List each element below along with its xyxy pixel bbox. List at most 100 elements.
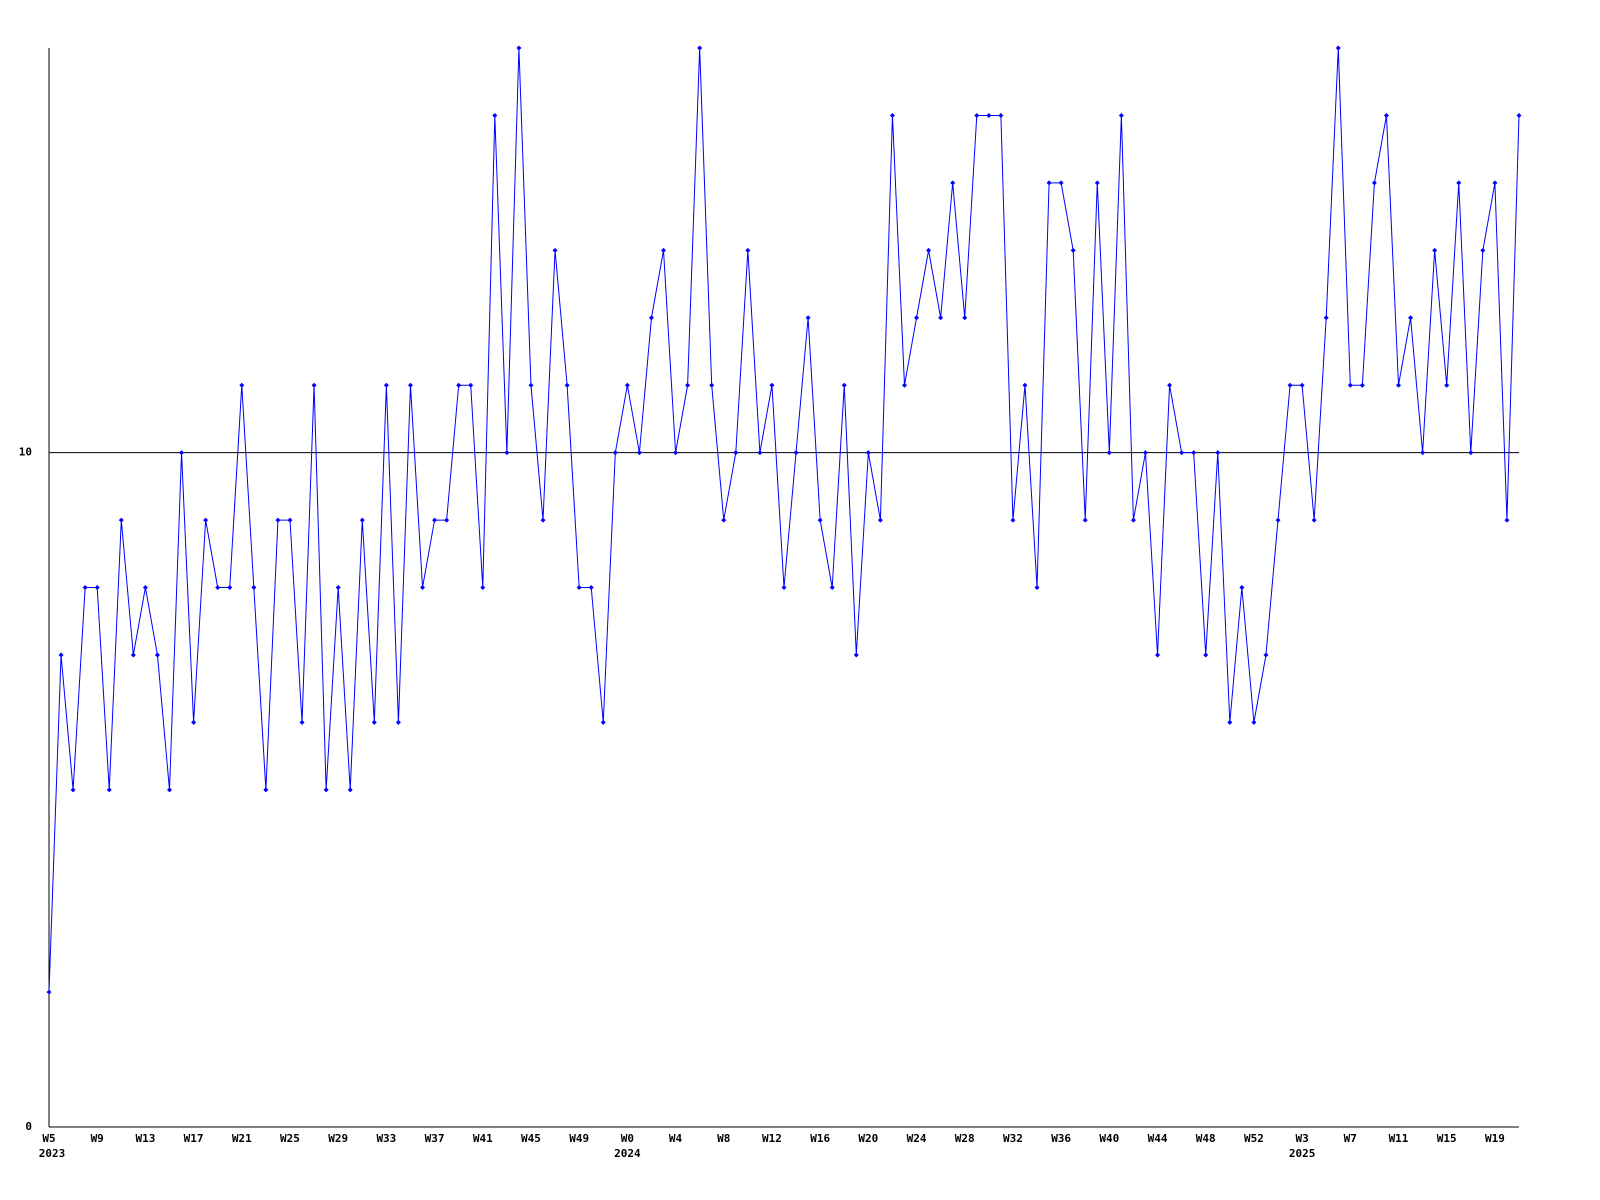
point-marker bbox=[1299, 382, 1305, 388]
point-marker bbox=[721, 517, 727, 523]
point-marker bbox=[1227, 719, 1233, 725]
point-marker bbox=[287, 517, 293, 523]
x-tick-label: W8 bbox=[717, 1132, 730, 1145]
point-marker bbox=[1359, 382, 1365, 388]
point-marker bbox=[757, 450, 763, 456]
point-marker bbox=[1142, 450, 1148, 456]
x-tick-label: W3 bbox=[1295, 1132, 1308, 1145]
point-marker bbox=[395, 719, 401, 725]
point-marker bbox=[1347, 382, 1353, 388]
point-marker bbox=[323, 787, 329, 793]
point-marker bbox=[106, 787, 112, 793]
x-tick-label: W0 bbox=[621, 1132, 634, 1145]
x-tick-label: W20 bbox=[858, 1132, 878, 1145]
point-marker bbox=[203, 517, 209, 523]
point-marker bbox=[1456, 180, 1462, 186]
point-marker bbox=[1492, 180, 1498, 186]
point-marker bbox=[853, 652, 859, 658]
point-marker bbox=[444, 517, 450, 523]
point-marker bbox=[914, 315, 920, 321]
x-tick-label: W36 bbox=[1051, 1132, 1071, 1145]
point-marker bbox=[636, 450, 642, 456]
point-marker bbox=[347, 787, 353, 793]
point-marker bbox=[1191, 450, 1197, 456]
point-marker bbox=[624, 382, 630, 388]
point-marker bbox=[926, 247, 932, 253]
point-marker bbox=[1371, 180, 1377, 186]
x-tick-label: W48 bbox=[1196, 1132, 1216, 1145]
point-marker bbox=[889, 112, 895, 118]
point-marker bbox=[612, 450, 618, 456]
point-marker bbox=[781, 585, 787, 590]
x-year-label: 2023 bbox=[39, 1147, 66, 1160]
point-marker bbox=[335, 585, 341, 590]
x-tick-label: W21 bbox=[232, 1132, 252, 1145]
point-marker bbox=[673, 450, 679, 456]
point-marker bbox=[1022, 382, 1028, 388]
point-marker bbox=[528, 382, 534, 388]
x-tick-label: W5 bbox=[42, 1132, 55, 1145]
point-marker bbox=[275, 517, 281, 523]
x-tick-label: W15 bbox=[1437, 1132, 1457, 1145]
point-marker bbox=[1155, 652, 1161, 658]
point-marker bbox=[600, 719, 606, 725]
point-marker bbox=[805, 315, 811, 321]
x-tick-label: W11 bbox=[1389, 1132, 1409, 1145]
point-marker bbox=[865, 450, 871, 456]
point-marker bbox=[1179, 450, 1185, 456]
y-tick-label: 0 bbox=[25, 1120, 32, 1133]
point-marker bbox=[745, 247, 751, 253]
point-marker bbox=[950, 180, 956, 186]
point-marker bbox=[1070, 247, 1076, 253]
x-tick-label: W33 bbox=[376, 1132, 396, 1145]
point-marker bbox=[1504, 517, 1510, 523]
point-marker bbox=[697, 45, 703, 51]
point-marker bbox=[1094, 180, 1100, 186]
point-marker bbox=[829, 585, 835, 590]
point-marker bbox=[58, 652, 64, 658]
point-marker bbox=[432, 517, 438, 523]
point-marker bbox=[1010, 517, 1016, 523]
point-marker bbox=[962, 315, 968, 321]
point-marker bbox=[239, 382, 245, 388]
x-tick-label: W12 bbox=[762, 1132, 782, 1145]
x-tick-label: W52 bbox=[1244, 1132, 1264, 1145]
point-marker bbox=[648, 315, 654, 321]
point-marker bbox=[407, 382, 413, 388]
point-marker bbox=[1106, 450, 1112, 456]
x-tick-label: W13 bbox=[135, 1132, 155, 1145]
point-marker bbox=[1432, 247, 1438, 253]
point-marker bbox=[215, 585, 221, 590]
point-marker bbox=[46, 989, 52, 995]
x-tick-label: W24 bbox=[907, 1132, 927, 1145]
x-tick-label: W25 bbox=[280, 1132, 300, 1145]
point-marker bbox=[1468, 450, 1474, 456]
point-marker bbox=[420, 585, 426, 590]
point-marker bbox=[371, 719, 377, 725]
point-marker bbox=[564, 382, 570, 388]
point-marker bbox=[1034, 585, 1040, 590]
x-tick-label: W29 bbox=[328, 1132, 348, 1145]
point-marker bbox=[1239, 585, 1245, 590]
point-marker bbox=[191, 719, 197, 725]
point-marker bbox=[82, 585, 88, 590]
y-tick-label: 10 bbox=[19, 446, 32, 459]
point-marker bbox=[588, 585, 594, 590]
x-tick-label: W44 bbox=[1148, 1132, 1168, 1145]
point-marker bbox=[661, 247, 667, 253]
point-marker bbox=[118, 517, 124, 523]
point-marker bbox=[769, 382, 775, 388]
point-marker bbox=[540, 517, 546, 523]
point-marker bbox=[1323, 315, 1329, 321]
x-tick-label: W37 bbox=[425, 1132, 445, 1145]
point-marker bbox=[166, 787, 172, 793]
x-tick-label: W9 bbox=[91, 1132, 104, 1145]
x-tick-label: W4 bbox=[669, 1132, 683, 1145]
point-marker bbox=[1480, 247, 1486, 253]
point-marker bbox=[817, 517, 823, 523]
x-tick-label: W7 bbox=[1344, 1132, 1357, 1145]
point-marker bbox=[94, 585, 100, 590]
point-marker bbox=[456, 382, 462, 388]
point-marker bbox=[733, 450, 739, 456]
